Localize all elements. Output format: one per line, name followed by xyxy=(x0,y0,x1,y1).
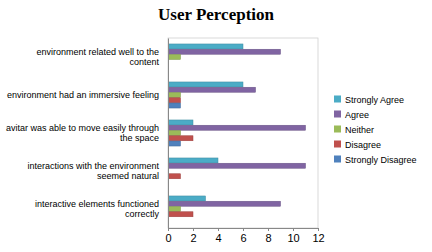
legend-swatch xyxy=(334,96,341,103)
legend-label: Agree xyxy=(345,110,369,120)
tick-label: 2 xyxy=(190,232,196,244)
y-axis: environment related well to thecontent en… xyxy=(6,39,169,229)
bar xyxy=(168,212,193,217)
legend-item: Strongly Agree xyxy=(334,95,404,105)
legend: Strongly Agree Agree Neither Disagree Strong… xyxy=(334,95,417,165)
plot-frame xyxy=(168,38,318,228)
x-axis: 0 2 4 6 8 10 12 xyxy=(165,228,324,244)
plot: 0 2 4 6 8 10 12 environment related well to the… xyxy=(6,38,325,244)
tick-mark xyxy=(293,228,294,231)
tick-label: 12 xyxy=(312,232,324,244)
tick: environment had an immersive feeling xyxy=(7,90,168,100)
bar xyxy=(168,103,181,108)
legend-swatch xyxy=(334,141,341,148)
bar xyxy=(168,54,181,59)
bar xyxy=(168,174,181,179)
bar xyxy=(168,158,218,163)
bar xyxy=(168,206,181,211)
bar xyxy=(168,98,181,103)
bar xyxy=(168,163,306,168)
chart: User Perception 0 2 4 6 8 10 12 environment rela… xyxy=(0,0,432,252)
bar xyxy=(168,120,193,125)
bar xyxy=(168,92,181,97)
bar xyxy=(168,201,281,206)
series xyxy=(168,54,181,211)
tick-label: avitar was able to move easily throughth… xyxy=(6,123,159,143)
bars xyxy=(168,44,306,217)
tick-mark xyxy=(243,228,244,231)
legend-swatch xyxy=(334,111,341,118)
legend-item: Agree xyxy=(334,110,369,120)
tick-label: 10 xyxy=(287,232,299,244)
bar xyxy=(168,130,181,135)
tick: 0 xyxy=(165,228,171,244)
series xyxy=(168,98,193,217)
tick: avitar was able to move easily throughth… xyxy=(6,123,168,143)
legend-item: Disagree xyxy=(334,140,381,150)
series xyxy=(168,44,243,201)
tick-mark xyxy=(318,228,319,231)
tick-label: environment related well to thecontent xyxy=(36,47,159,67)
tick-label: interactions with the environmentseemed … xyxy=(27,161,159,181)
tick: interactive elements functionedcorrectly xyxy=(35,199,168,219)
tick-label: environment had an immersive feeling xyxy=(7,90,159,100)
bar xyxy=(168,196,206,201)
series xyxy=(168,103,181,146)
tick-label: 8 xyxy=(265,232,271,244)
tick: 8 xyxy=(265,228,271,244)
tick-label: 6 xyxy=(240,232,246,244)
tick-mark xyxy=(218,228,219,231)
bar xyxy=(168,44,243,49)
tick-label: 4 xyxy=(215,232,221,244)
tick: environment related well to thecontent xyxy=(36,47,168,67)
axis-line xyxy=(169,229,319,232)
legend-label: Strongly Agree xyxy=(345,95,404,105)
tick-mark xyxy=(268,228,269,231)
tick: interactions with the environmentseemed … xyxy=(27,161,168,181)
legend-label: Strongly Disagree xyxy=(345,155,417,165)
legend-label: Neither xyxy=(345,125,374,135)
tick: 6 xyxy=(240,228,246,244)
legend-swatch xyxy=(334,126,341,133)
tick-label: interactive elements functionedcorrectly xyxy=(35,199,160,219)
tick-label: 0 xyxy=(165,232,171,244)
bar xyxy=(168,125,306,130)
bar xyxy=(168,82,243,87)
legend-swatch xyxy=(334,156,341,163)
tick-mark xyxy=(193,228,194,231)
bar xyxy=(168,141,181,146)
legend-item: Strongly Disagree xyxy=(334,155,417,165)
bar xyxy=(168,49,281,54)
tick: 2 xyxy=(190,228,196,244)
bar xyxy=(168,136,193,141)
tick: 12 xyxy=(312,228,324,244)
bar xyxy=(168,87,256,92)
legend-item: Neither xyxy=(334,125,374,135)
tick: 10 xyxy=(287,228,299,244)
series xyxy=(168,49,306,206)
tick: 4 xyxy=(215,228,221,244)
axis-line xyxy=(168,39,169,229)
legend-label: Disagree xyxy=(345,140,381,150)
title: User Perception xyxy=(158,5,275,24)
